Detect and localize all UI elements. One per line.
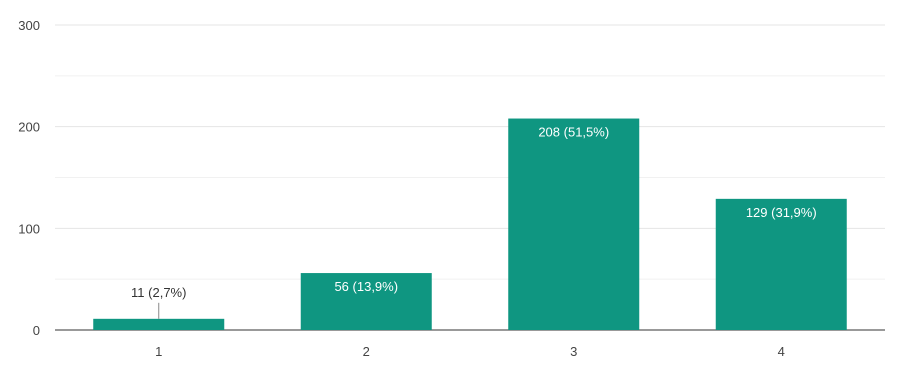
data-label: 129 (31,9%) xyxy=(746,205,817,220)
bars xyxy=(93,118,847,331)
y-tick-label: 100 xyxy=(18,221,40,236)
data-label: 208 (51,5%) xyxy=(538,125,609,140)
y-axis-ticks: 0 100 200 300 xyxy=(18,18,40,338)
x-tick-label: 1 xyxy=(155,344,162,359)
bar-3 xyxy=(508,118,640,331)
y-tick-label: 0 xyxy=(33,323,40,338)
x-axis-ticks: 1 2 3 4 xyxy=(155,344,785,359)
data-label: 11 (2,7%) xyxy=(131,285,186,300)
x-tick-label: 4 xyxy=(778,344,785,359)
x-tick-label: 2 xyxy=(363,344,370,359)
data-labels: 11 (2,7%) 56 (13,9%) 208 (51,5%) 129 (31,9%… xyxy=(131,125,817,319)
y-tick-label: 300 xyxy=(18,18,40,33)
bar-4 xyxy=(715,198,847,330)
y-tick-label: 200 xyxy=(18,120,40,135)
bar-1 xyxy=(93,318,225,330)
bar-2 xyxy=(300,273,432,330)
data-label: 56 (13,9%) xyxy=(334,279,398,294)
x-tick-label: 3 xyxy=(570,344,577,359)
